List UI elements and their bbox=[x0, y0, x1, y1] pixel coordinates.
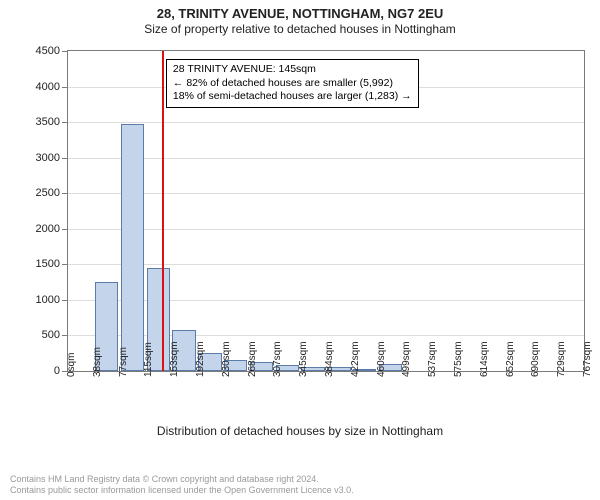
y-tick bbox=[62, 122, 68, 123]
gridline bbox=[68, 122, 584, 123]
y-tick-label: 500 bbox=[42, 329, 60, 341]
y-tick bbox=[62, 87, 68, 88]
y-tick-label: 3500 bbox=[36, 116, 60, 128]
x-tick-label: 230sqm bbox=[221, 341, 232, 377]
y-tick bbox=[62, 300, 68, 301]
y-tick bbox=[62, 229, 68, 230]
y-tick bbox=[62, 335, 68, 336]
x-tick-label: 384sqm bbox=[324, 341, 335, 377]
y-tick-label: 3000 bbox=[36, 152, 60, 164]
x-tick-label: 729sqm bbox=[556, 341, 567, 377]
y-tick bbox=[62, 264, 68, 265]
page-title: 28, TRINITY AVENUE, NOTTINGHAM, NG7 2EU bbox=[0, 6, 600, 21]
y-tick-label: 4500 bbox=[36, 45, 60, 57]
x-tick-label: 422sqm bbox=[350, 341, 361, 377]
x-tick-label: 268sqm bbox=[247, 341, 258, 377]
x-tick-label: 345sqm bbox=[298, 341, 309, 377]
x-tick-label: 307sqm bbox=[272, 341, 283, 377]
x-tick-label: 115sqm bbox=[143, 342, 154, 377]
x-tick-label: 153sqm bbox=[169, 341, 180, 377]
y-tick-label: 1000 bbox=[36, 294, 60, 306]
reference-line bbox=[162, 51, 164, 371]
y-tick bbox=[62, 158, 68, 159]
y-tick-label: 1500 bbox=[36, 258, 60, 270]
callout-line: ← 82% of detached houses are smaller (5,… bbox=[173, 77, 412, 91]
callout-box: 28 TRINITY AVENUE: 145sqm← 82% of detach… bbox=[166, 59, 419, 108]
attribution-line: Contains HM Land Registry data © Crown c… bbox=[10, 474, 590, 485]
y-tick bbox=[62, 193, 68, 194]
y-tick bbox=[62, 51, 68, 52]
x-tick-label: 460sqm bbox=[376, 341, 387, 377]
x-tick-label: 690sqm bbox=[530, 341, 541, 377]
attribution: Contains HM Land Registry data © Crown c… bbox=[10, 474, 590, 497]
x-tick-label: 575sqm bbox=[453, 341, 464, 377]
x-tick-label: 38sqm bbox=[92, 347, 103, 377]
callout-line: 18% of semi-detached houses are larger (… bbox=[173, 90, 412, 104]
callout-line: 28 TRINITY AVENUE: 145sqm bbox=[173, 63, 412, 77]
x-tick-label: 499sqm bbox=[401, 341, 412, 377]
x-tick-label: 614sqm bbox=[479, 341, 490, 377]
y-tick-label: 4000 bbox=[36, 81, 60, 93]
x-axis-label: Distribution of detached houses by size … bbox=[0, 424, 600, 438]
gridline bbox=[68, 158, 584, 159]
chart-container: Number of detached properties 0500100015… bbox=[0, 42, 600, 442]
gridline bbox=[68, 335, 584, 336]
attribution-line: Contains public sector information licen… bbox=[10, 485, 590, 496]
y-tick-label: 2500 bbox=[36, 187, 60, 199]
x-tick-label: 0sqm bbox=[66, 353, 77, 377]
gridline bbox=[68, 264, 584, 265]
page-subtitle: Size of property relative to detached ho… bbox=[0, 22, 600, 36]
x-tick-label: 192sqm bbox=[195, 341, 206, 377]
plot-area: 0500100015002000250030003500400045000sqm… bbox=[67, 50, 585, 372]
y-tick-label: 2000 bbox=[36, 223, 60, 235]
gridline bbox=[68, 300, 584, 301]
gridline bbox=[68, 229, 584, 230]
x-tick-label: 77sqm bbox=[118, 347, 129, 377]
gridline bbox=[68, 193, 584, 194]
y-tick-label: 0 bbox=[54, 365, 60, 377]
x-tick-label: 652sqm bbox=[505, 341, 516, 377]
x-tick-label: 537sqm bbox=[427, 341, 438, 377]
x-tick-label: 767sqm bbox=[582, 341, 593, 377]
histogram-bar bbox=[121, 124, 144, 371]
